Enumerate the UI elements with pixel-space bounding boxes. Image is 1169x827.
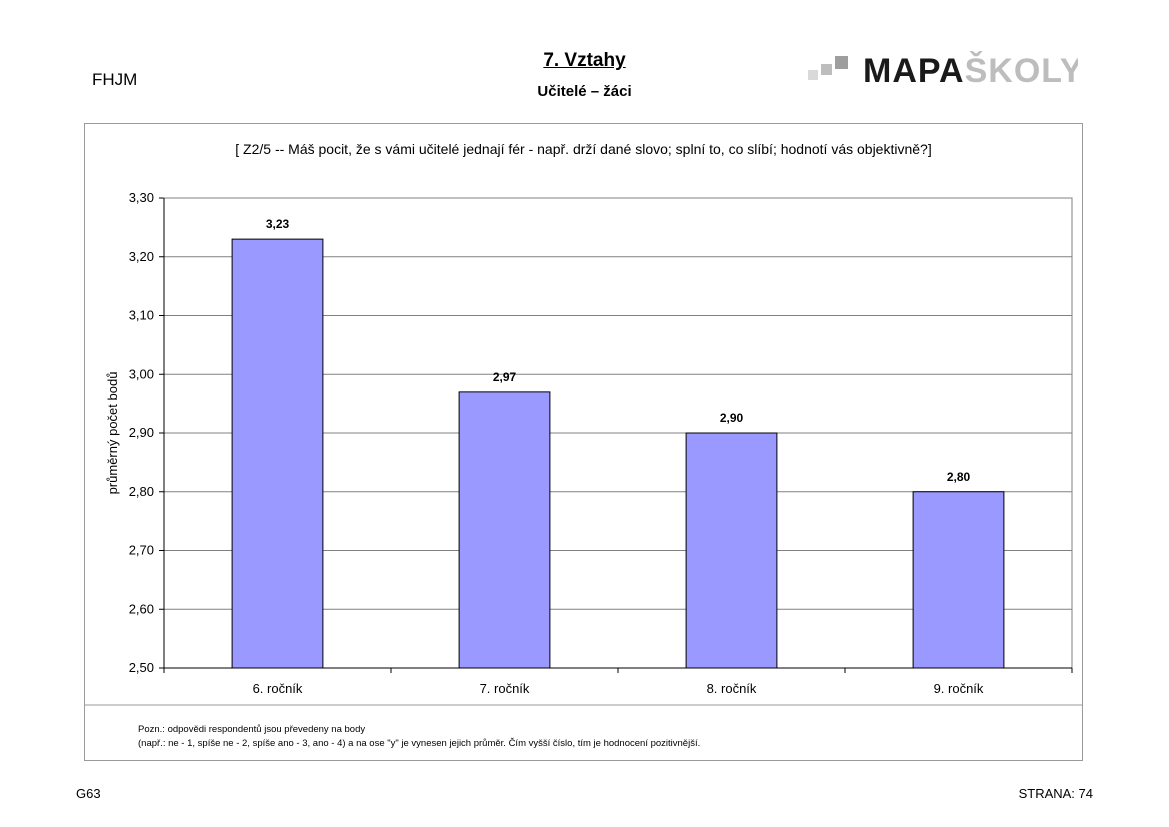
chart-frame (84, 123, 1083, 761)
page-subtitle: Učitelé – žáci (537, 83, 632, 100)
svg-text:MAPAŠKOLY: MAPAŠKOLY (863, 51, 1078, 88)
school-code: FHJM (92, 70, 138, 89)
bar (231, 238, 324, 669)
y-tick-label: 3,10 (129, 308, 154, 323)
footer-code: G63 (76, 786, 101, 801)
chart-note: Pozn.: odpovědi respondentů jsou převede… (138, 723, 700, 751)
y-axis-label: průměrný počet bodů (105, 372, 120, 495)
page-number: STRANA: 74 (1018, 786, 1093, 801)
bar (685, 432, 778, 669)
mapa-skoly-logo: MAPAŠKOLY (808, 51, 1078, 88)
survey-question: [ Z2/5 -- Máš pocit, že s vámi učitelé j… (235, 141, 932, 157)
x-tick-label: 6. ročník (253, 681, 303, 696)
bar-value-label: 2,97 (493, 370, 517, 384)
page-title: 7. Vztahy (543, 50, 626, 71)
bar-value-label: 3,23 (266, 217, 290, 231)
y-tick-label: 2,90 (129, 425, 154, 440)
bar (912, 491, 1005, 669)
y-tick-label: 2,50 (129, 660, 154, 675)
y-tick-label: 2,60 (129, 601, 154, 616)
y-tick-label: 2,70 (129, 543, 154, 558)
x-tick-label: 9. ročník (934, 681, 984, 696)
y-tick-label: 2,80 (129, 484, 154, 499)
bar-value-label: 2,80 (947, 470, 971, 484)
x-tick-label: 7. ročník (480, 681, 530, 696)
bar (458, 391, 551, 669)
y-tick-label: 3,20 (129, 249, 154, 264)
note-line-1: Pozn.: odpovědi respondentů jsou převede… (138, 724, 366, 735)
y-tick-label: 3,00 (129, 366, 154, 381)
y-tick-label: 3,30 (129, 190, 154, 205)
x-tick-label: 8. ročník (707, 681, 757, 696)
bar-value-label: 2,90 (720, 411, 744, 425)
note-line-2: (např.: ne - 1, spíše ne - 2, spíše ano … (138, 738, 701, 749)
